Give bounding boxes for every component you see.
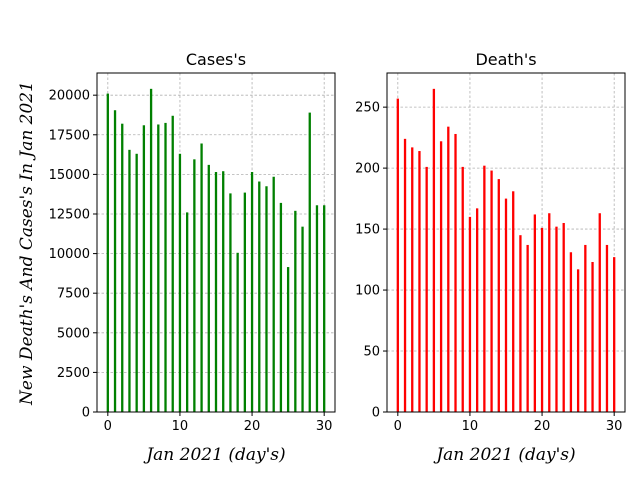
cases-chart-title: Cases's <box>186 50 246 69</box>
deaths-bars <box>396 88 616 413</box>
deaths-ticks: 0 50 100 150 200 250 0 10 20 30 <box>355 101 622 434</box>
deaths-plot-frame <box>386 72 626 413</box>
cases-plot-frame <box>96 72 336 413</box>
deaths-y-tick-label: 0 <box>372 406 380 421</box>
cases-chart: Cases's 0 2500 5000 7500 10000 12500 15000 1750… <box>17 50 336 465</box>
deaths-x-tick-label: 30 <box>606 419 623 434</box>
cases-bars <box>106 88 326 413</box>
cases-y-tick-label: 12500 <box>49 207 90 222</box>
cases-bar <box>135 153 138 412</box>
cases-bar <box>301 226 304 412</box>
deaths-bar <box>447 126 450 413</box>
deaths-y-tick-label: 150 <box>355 223 380 238</box>
deaths-bar <box>569 252 573 412</box>
deaths-bar <box>613 257 616 412</box>
deaths-bar <box>576 269 580 412</box>
cases-bar <box>272 176 275 412</box>
cases-bar <box>236 252 239 412</box>
cases-bar <box>193 159 196 412</box>
cases-y-tick-label: 0 <box>82 406 90 421</box>
deaths-bar <box>432 88 436 413</box>
cases-y-tick-label: 20000 <box>49 89 90 104</box>
deaths-y-tick-label: 100 <box>355 284 380 299</box>
cases-bar <box>164 122 167 412</box>
cases-bar <box>214 172 218 412</box>
deaths-bar <box>490 170 493 412</box>
deaths-bar <box>591 262 594 412</box>
cases-x-axis-label: Jan 2021 (day's) <box>143 445 285 465</box>
deaths-y-tick-label: 250 <box>355 101 380 116</box>
cases-bar <box>222 171 225 412</box>
cases-bar <box>207 164 210 412</box>
cases-bar <box>279 202 283 412</box>
deaths-bar <box>555 226 558 412</box>
deaths-bar <box>605 244 609 412</box>
cases-y-tick-label: 15000 <box>49 168 90 183</box>
cases-bar <box>113 110 117 413</box>
cases-bar <box>106 93 109 413</box>
deaths-chart: Death's 0 50 100 150 200 250 0 10 20 30 Jan 2021 … <box>355 50 626 465</box>
deaths-bar <box>461 166 464 412</box>
cases-bar <box>178 153 182 412</box>
cases-x-tick-label: 10 <box>172 419 189 434</box>
deaths-bar <box>425 166 428 412</box>
cases-bar <box>149 88 153 412</box>
deaths-bar <box>512 191 515 412</box>
deaths-x-tick-label: 0 <box>394 419 402 434</box>
deaths-x-axis-label: Jan 2021 (day's) <box>433 445 575 465</box>
deaths-bar <box>584 244 587 412</box>
cases-bar <box>142 125 146 413</box>
deaths-bar <box>548 213 551 412</box>
cases-x-tick-label: 30 <box>316 419 333 434</box>
deaths-bar <box>598 213 601 412</box>
deaths-bar <box>483 165 486 412</box>
deaths-x-tick-label: 10 <box>462 419 479 434</box>
deaths-chart-title: Death's <box>475 50 536 69</box>
deaths-bar <box>504 198 508 412</box>
cases-bar <box>308 112 311 412</box>
cases-bar <box>323 205 326 412</box>
cases-x-tick-label: 0 <box>104 419 112 434</box>
deaths-bar <box>497 179 500 412</box>
cases-y-tick-label: 2500 <box>57 366 90 381</box>
cases-bar <box>171 115 174 412</box>
deaths-bar <box>468 216 472 412</box>
cases-y-tick-label: 5000 <box>57 326 90 341</box>
cases-x-tick-label: 20 <box>244 419 261 434</box>
deaths-bar <box>475 208 479 412</box>
deaths-bar <box>540 227 544 412</box>
deaths-bar <box>526 244 529 412</box>
deaths-bar <box>418 151 421 413</box>
cases-bar <box>121 123 124 412</box>
cases-bar <box>128 149 131 412</box>
cases-bar <box>243 192 247 412</box>
deaths-bar <box>562 222 565 412</box>
cases-bar <box>315 205 319 412</box>
cases-bar <box>286 267 290 412</box>
cases-y-axis-label: New Death's And Cases's In Jan 2021 <box>17 81 37 406</box>
cases-bar <box>185 212 189 412</box>
cases-bar <box>157 124 160 412</box>
deaths-bar <box>396 98 399 412</box>
deaths-bar <box>411 147 414 412</box>
deaths-y-tick-label: 200 <box>355 162 380 177</box>
deaths-y-tick-label: 50 <box>363 345 380 360</box>
cases-bar <box>200 143 203 413</box>
deaths-bar <box>533 214 537 412</box>
cases-bar <box>265 186 268 412</box>
cases-bar <box>258 181 261 412</box>
deaths-bar <box>403 138 407 412</box>
cases-bar <box>294 210 297 412</box>
cases-y-tick-label: 7500 <box>57 287 90 302</box>
deaths-bar <box>439 141 443 412</box>
cases-y-tick-label: 10000 <box>49 247 90 262</box>
deaths-bar <box>454 133 457 412</box>
cases-ticks: 0 2500 5000 7500 10000 12500 15000 17500 20000 0 1… <box>49 89 333 434</box>
cases-bar <box>250 172 254 412</box>
deaths-bar <box>519 235 522 412</box>
cases-bar <box>229 193 232 412</box>
deaths-x-tick-label: 20 <box>534 419 551 434</box>
cases-y-tick-label: 17500 <box>49 128 90 143</box>
